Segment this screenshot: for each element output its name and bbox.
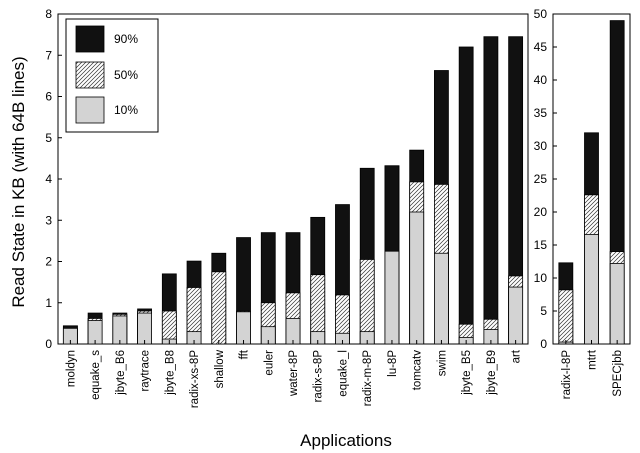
bar-radix-s-8P-10pct [310,331,326,345]
y-axis-title: Read State in KB (with 64B lines) [9,56,28,307]
x-category-label: jbyte_B6 [115,350,127,396]
y-tick-label: 0 [540,337,547,351]
x-category-label: lu-8P [387,350,399,377]
x-category-label: SPECjbb [612,350,624,397]
left-plot-area: 0 1 2 3 4 5 6 7 8 moldyn equake_s jbyte_B6 raytrace… [45,7,529,408]
bar-mtrt-10pct [584,234,599,345]
y-tick-label: 40 [534,73,548,87]
y-tick-label: 10 [534,271,548,285]
bar-radix-m-8P-10pct [359,331,375,345]
y-tick-label: 25 [534,172,548,186]
x-category-label: tomcatv [412,350,424,391]
bar-shallow-50pct [211,271,227,345]
y-tick-label: 1 [45,296,52,310]
x-category-label: water-8P [288,350,300,397]
right-y-ticks: 0 5 10 15 20 25 30 35 40 45 50 [534,7,557,351]
bar-radix-xs-8P-10pct [186,331,202,345]
y-tick-label: 2 [45,255,52,269]
y-tick-label: 35 [534,106,548,120]
bar-SPECjbb-10pct [609,263,625,345]
left-bars [62,36,524,345]
legend-swatch-90 [75,25,105,53]
legend: 90% 50% 10% [65,18,159,133]
legend-swatch-50 [75,61,105,89]
legend-label-90: 90% [114,32,138,46]
x-category-label: fft [239,349,251,359]
x-category-label: raytrace [140,350,152,392]
y-tick-label: 4 [45,172,52,186]
y-tick-label: 0 [45,337,52,351]
bar-radix-l-8P-50pct [558,289,574,345]
x-category-label: mtrt [587,349,599,370]
x-category-label: radix-xs-8P [189,350,201,408]
x-axis-title: Applications [300,431,392,450]
y-tick-label: 30 [534,139,548,153]
x-category-label: art [511,349,523,363]
x-category-label: swim [436,350,448,376]
bar-swim-10pct [434,252,449,345]
y-tick-label: 15 [534,238,548,252]
x-category-label: shallow [214,349,226,388]
y-tick-label: 45 [534,40,548,54]
bar-raytrace-10pct [137,312,152,345]
left-y-ticks: 0 1 2 3 4 5 6 7 8 [45,7,62,351]
y-tick-label: 50 [534,7,548,21]
bar-fft-10pct [236,311,251,345]
y-tick-label: 5 [540,304,547,318]
x-category-label: jbyte_B9 [486,350,498,396]
bar-art-10pct [508,286,524,345]
x-category-label: equake_s [90,350,102,400]
y-tick-label: 5 [45,131,52,145]
y-tick-label: 6 [45,90,52,104]
x-category-label: radix-l-8P [561,350,573,400]
legend-label-50: 50% [114,68,138,82]
y-tick-label: 7 [45,48,52,62]
x-category-label: equake_l [337,350,349,397]
x-category-label: radix-m-8P [362,350,374,407]
bar-jbyte_B6-10pct [112,315,128,345]
legend-swatch-10 [75,96,105,124]
y-tick-label: 8 [45,7,52,21]
y-tick-label: 20 [534,205,548,219]
bar-jbyte_B9-90pct [483,36,499,345]
left-x-labels: moldyn equake_s jbyte_B6 raytrace jbyte_B8 ra… [65,349,522,408]
bar-lu-8P-10pct [384,250,400,345]
bar-jbyte_B5-90pct [458,46,474,345]
right-x-labels: radix-l-8P mtrt SPECjbb [561,349,624,399]
x-category-label: radix-s-8P [313,350,325,403]
right-bars [558,20,625,345]
bar-tomcatv-10pct [409,211,425,345]
x-category-label: euler [263,350,275,376]
right-plot-area: 0 5 10 15 20 25 30 35 40 45 50 radix-l-8P mtrt SPECj… [534,7,631,399]
x-category-label: jbyte_B8 [164,350,176,396]
y-tick-label: 3 [45,213,52,227]
x-category-label: moldyn [65,350,77,387]
legend-label-10: 10% [114,103,138,117]
x-category-label: jbyte_B5 [461,350,473,396]
